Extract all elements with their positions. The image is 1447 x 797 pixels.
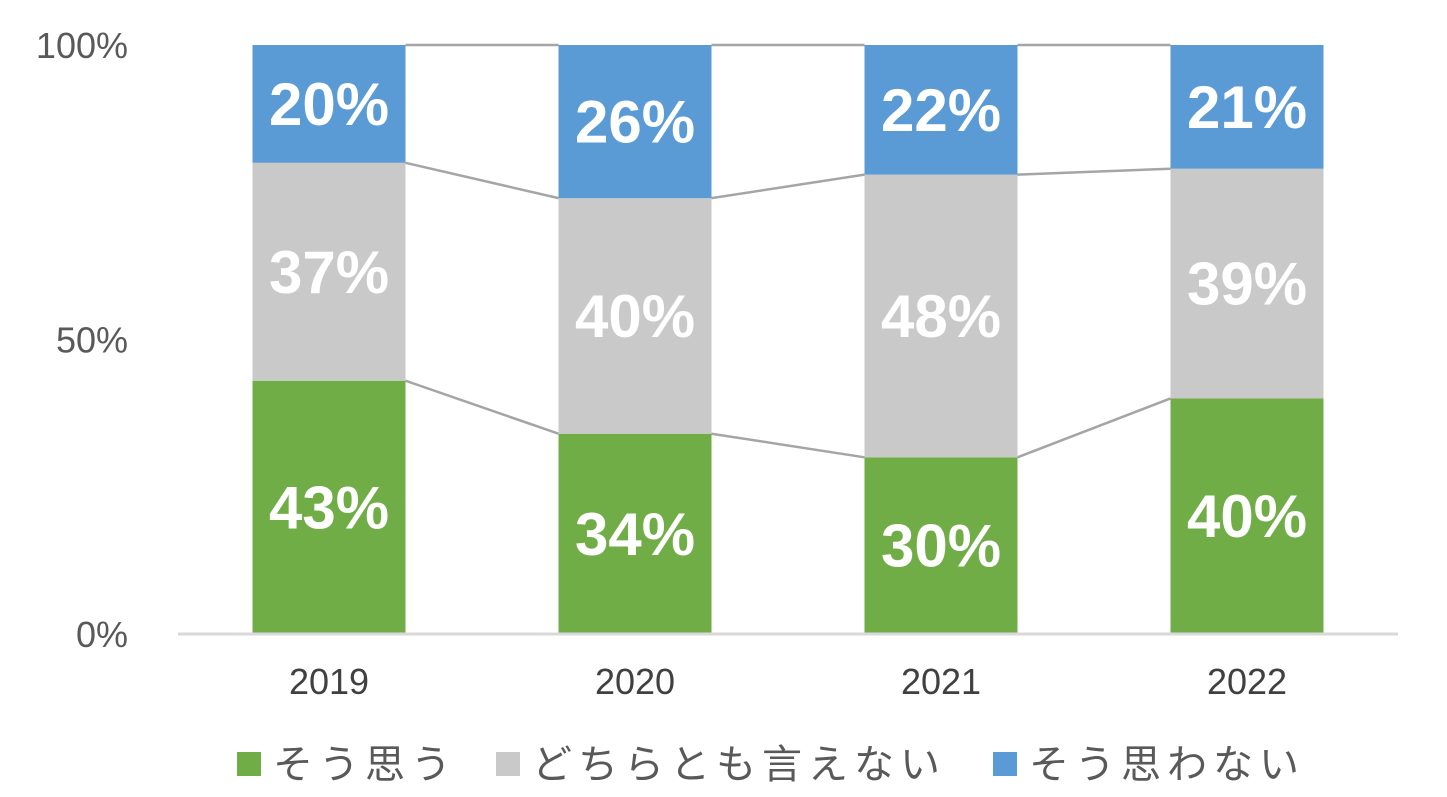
data-label: 20% bbox=[269, 71, 389, 138]
bar-segment bbox=[558, 198, 712, 434]
bar-segment bbox=[1170, 45, 1324, 169]
bar-segment bbox=[558, 45, 712, 199]
bar-segment bbox=[558, 433, 712, 634]
series-line bbox=[405, 379, 559, 435]
series-line bbox=[405, 161, 559, 200]
x-tick-label: 2019 bbox=[289, 661, 369, 702]
bar-segment bbox=[864, 45, 1018, 175]
y-tick-label: 50% bbox=[56, 320, 128, 361]
legend-label: そう思わない bbox=[1029, 742, 1305, 788]
legend-swatch bbox=[496, 752, 520, 776]
y-axis-ticks: 0% 50% 100% bbox=[36, 25, 128, 655]
data-label: 26% bbox=[575, 89, 695, 156]
bar-segment bbox=[252, 380, 406, 634]
bar-segment bbox=[1170, 168, 1324, 399]
x-tick-label: 2020 bbox=[595, 661, 675, 702]
y-tick-label: 100% bbox=[36, 25, 128, 66]
legend-swatch bbox=[993, 752, 1017, 776]
bar-segment bbox=[1170, 398, 1324, 634]
data-label: 30% bbox=[881, 513, 1001, 580]
x-tick-label: 2022 bbox=[1207, 661, 1287, 702]
series-line bbox=[1017, 167, 1171, 176]
data-labels: 43% 37% 20% 34% 40% 26% 30% 48% 22% 40% 39% 21% bbox=[269, 71, 1307, 580]
bar-segment bbox=[864, 457, 1018, 634]
data-label: 43% bbox=[269, 474, 389, 541]
bar-segment bbox=[864, 174, 1018, 458]
bar-segment bbox=[252, 45, 406, 163]
series-line bbox=[711, 173, 865, 200]
data-label: 21% bbox=[1187, 74, 1307, 141]
data-label: 40% bbox=[1187, 483, 1307, 550]
series-line bbox=[711, 432, 865, 459]
x-tick-label: 2021 bbox=[901, 661, 981, 702]
data-label: 22% bbox=[881, 77, 1001, 144]
x-axis-ticks: 2019 2020 2021 2022 bbox=[289, 661, 1287, 702]
legend: そう思う どちらとも言えない そう思わない bbox=[237, 742, 1305, 788]
series-lines bbox=[405, 43, 1171, 459]
data-label: 48% bbox=[881, 283, 1001, 350]
legend-label: どちらとも言えない bbox=[532, 742, 946, 788]
bars bbox=[252, 45, 1324, 634]
data-label: 34% bbox=[575, 501, 695, 568]
data-label: 40% bbox=[575, 283, 695, 350]
legend-label: そう思う bbox=[273, 742, 457, 788]
data-label: 39% bbox=[1187, 251, 1307, 318]
legend-swatch bbox=[237, 752, 261, 776]
y-tick-label: 0% bbox=[76, 614, 128, 655]
bar-segment bbox=[252, 162, 406, 381]
data-label: 37% bbox=[269, 239, 389, 306]
series-line bbox=[1017, 397, 1171, 459]
